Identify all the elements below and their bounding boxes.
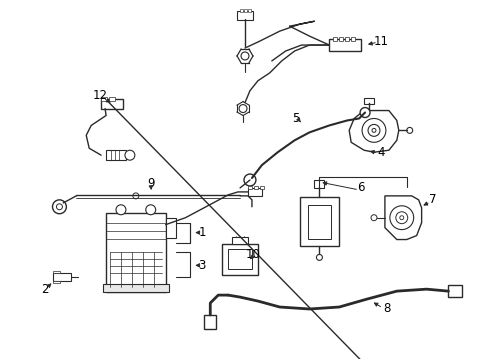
Bar [244,9,247,12]
Bar [222,243,258,275]
Circle shape [400,216,404,220]
Text: 12: 12 [93,89,108,102]
Polygon shape [385,196,421,239]
Bar [228,249,252,269]
Bar [53,273,72,281]
Circle shape [146,205,156,215]
Bar [166,218,175,238]
Text: 5: 5 [292,112,299,125]
Circle shape [368,125,380,136]
Circle shape [407,127,413,133]
Circle shape [52,200,66,214]
Circle shape [241,52,249,60]
Circle shape [390,206,414,230]
Bar [240,9,243,12]
Text: 11: 11 [373,35,389,48]
Circle shape [133,193,139,199]
Bar [333,37,337,41]
Bar [101,96,107,100]
Text: 8: 8 [383,302,391,315]
Bar [237,11,253,20]
Bar [101,99,123,109]
Bar [204,315,216,329]
Bar [248,9,251,12]
Circle shape [362,118,386,142]
Circle shape [396,212,408,224]
Text: 3: 3 [198,259,206,272]
Text: 6: 6 [357,181,365,194]
Bar [339,37,343,41]
Bar [351,37,355,41]
Circle shape [116,205,126,215]
Text: 7: 7 [429,193,436,206]
Circle shape [56,204,62,210]
Bar [329,39,361,51]
Text: 1: 1 [198,226,206,239]
Circle shape [372,129,376,132]
Circle shape [371,215,377,221]
Text: 9: 9 [147,177,154,190]
Circle shape [360,108,370,117]
Bar [308,205,331,239]
Bar [106,150,126,160]
Bar [248,186,252,189]
Bar [103,284,169,292]
Circle shape [239,105,247,113]
Text: 4: 4 [377,146,385,159]
Bar [53,281,60,283]
Bar [260,186,264,189]
Bar [248,188,262,196]
Bar [109,96,115,100]
Bar [364,98,374,104]
Bar [53,271,60,273]
Circle shape [244,174,256,186]
Polygon shape [349,111,399,152]
Bar [232,237,248,244]
Bar [254,186,258,189]
Text: 10: 10 [245,248,260,261]
Bar [345,37,349,41]
Bar [299,197,339,247]
Circle shape [125,150,135,160]
Bar [106,213,166,292]
Text: 2: 2 [41,283,49,296]
Bar [448,285,462,297]
Circle shape [317,255,322,260]
Bar [315,180,324,188]
